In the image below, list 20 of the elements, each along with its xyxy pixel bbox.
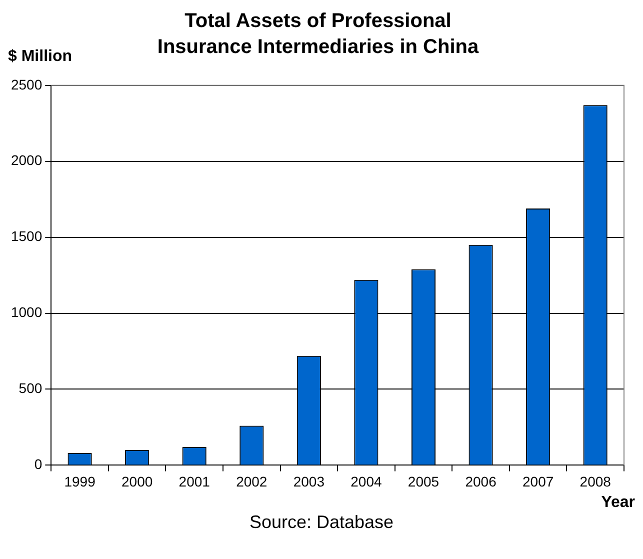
source-note: Source: Database	[248, 512, 395, 533]
y-tick-label: 2500	[10, 76, 42, 92]
y-tick-label: 1000	[10, 304, 42, 320]
x-tick-label: 2005	[408, 473, 440, 490]
x-tick-label: 2003	[293, 473, 325, 490]
x-axis-title: Year	[600, 494, 635, 512]
x-tick-label: 2008	[580, 473, 612, 490]
chart-title: Total Assets of Professional Insurance Intermediaries in China	[156, 9, 480, 60]
y-tick-label: 0	[34, 456, 42, 472]
y-tick-label: 2000	[10, 152, 42, 168]
x-tick-label: 2006	[465, 473, 497, 490]
y-axis-title: $ Million	[8, 48, 72, 66]
x-tick-label: 2007	[522, 473, 554, 490]
x-tick-label: 2000	[121, 473, 153, 490]
x-tick-label: 2002	[236, 473, 268, 490]
x-tick-label: 1999	[64, 473, 96, 490]
y-tick-label: 500	[18, 380, 42, 396]
y-tick-label: 1500	[10, 228, 42, 244]
x-tick-label: 2004	[350, 473, 382, 490]
x-tick-label: 2001	[178, 473, 210, 490]
